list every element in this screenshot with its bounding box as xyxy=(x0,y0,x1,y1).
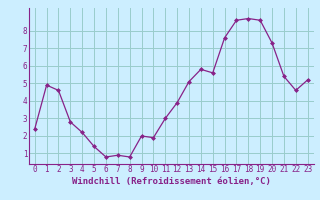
X-axis label: Windchill (Refroidissement éolien,°C): Windchill (Refroidissement éolien,°C) xyxy=(72,177,271,186)
